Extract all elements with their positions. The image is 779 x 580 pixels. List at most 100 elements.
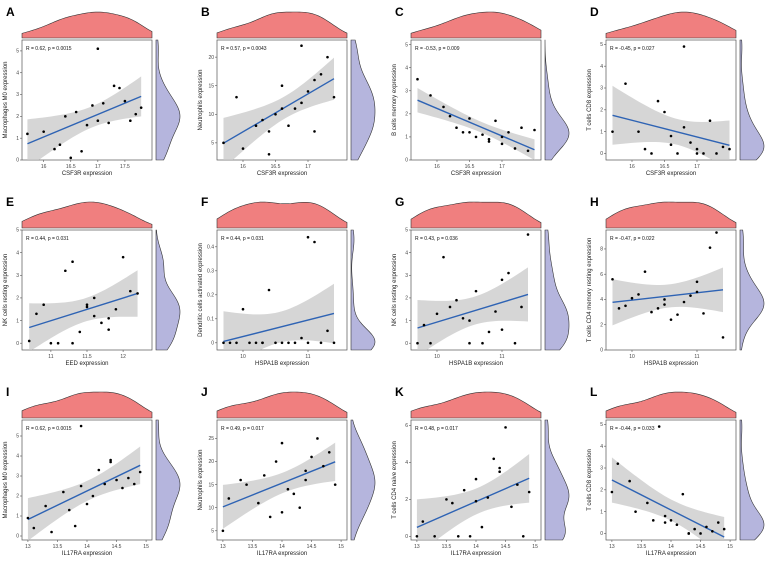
y-tick-label: 4 [405, 250, 408, 256]
data-point [705, 525, 708, 529]
panel-b: B R = 0.57, p = 0.0043 16 16.5 17 5 10 15 20 CSF3… [198, 5, 376, 177]
regression-line [417, 293, 529, 329]
data-point [85, 305, 89, 309]
data-point [316, 437, 319, 440]
data-point [422, 323, 426, 327]
y-tick-label: 15 [208, 482, 214, 488]
x-axis-label: IL17RA expression [62, 551, 112, 557]
data-point [69, 156, 73, 160]
data-point [293, 341, 297, 345]
right-density [544, 39, 570, 161]
y-tick-label: 6 [600, 272, 603, 278]
y-tick-label: 2 [16, 296, 19, 302]
x-tick-label: 14.5 [307, 544, 317, 550]
data-point [455, 298, 458, 302]
data-point [656, 99, 660, 103]
y-axis-label: T cells CD8 expression [587, 69, 593, 131]
top-density [21, 391, 153, 419]
y-tick-label: 5 [600, 42, 603, 48]
regression-line [417, 99, 535, 151]
panel-label: F [201, 195, 208, 209]
y-tick-label: 4 [600, 64, 603, 70]
data-point [222, 141, 225, 145]
data-point [136, 292, 139, 295]
top-density [216, 391, 348, 419]
stat-annotation: R = -0.44, p = 0.033 [610, 426, 655, 432]
x-tick-label: 14 [473, 544, 479, 550]
data-point [468, 117, 471, 120]
confidence-band [612, 85, 730, 160]
data-point [663, 298, 666, 301]
panel-g: G R = 0.43, p = 0.036 10 11 0 1 2 3 4 5 HSPA1B exp… [392, 195, 570, 367]
stat-annotation: R = 0.44, p = 0.031 [26, 236, 69, 242]
data-point [304, 478, 307, 482]
data-point [462, 488, 466, 492]
data-point [235, 341, 238, 345]
data-point [610, 490, 614, 494]
data-point [526, 233, 530, 236]
x-tick-label: 11.5 [82, 354, 92, 360]
y-tick-label: 20 [208, 55, 214, 61]
y-tick-label: 0.2 [207, 293, 214, 299]
y-axis-label: Dendritic cells activated expression [198, 243, 204, 337]
top-density [21, 11, 153, 39]
data-point [682, 45, 686, 48]
y-tick-label: 5 [211, 528, 214, 534]
data-point [448, 114, 452, 118]
data-point [26, 516, 30, 520]
x-tick-label: 16.5 [465, 164, 475, 170]
data-point [333, 483, 337, 486]
x-tick-label: 17 [499, 164, 505, 170]
x-tick-label: 11 [305, 354, 310, 360]
data-point [461, 131, 465, 134]
right-density [739, 229, 765, 351]
right-density [350, 419, 376, 541]
data-point [280, 441, 284, 445]
data-point [313, 130, 316, 133]
data-point [492, 457, 496, 461]
data-point [669, 519, 673, 522]
y-tick-label: 2 [405, 112, 408, 118]
top-density [21, 201, 153, 229]
data-point [64, 269, 67, 273]
data-point [73, 524, 77, 528]
data-point [494, 310, 497, 313]
data-point [79, 484, 83, 488]
data-point [669, 143, 673, 147]
stat-annotation: R = 0.48, p = 0.017 [415, 426, 458, 432]
data-point [455, 126, 458, 129]
panel-h: H R = -0.47, p = 0.022 10 11 0 2 4 6 8 HSPA1B exp… [587, 195, 765, 367]
data-point [708, 119, 712, 123]
data-point [643, 270, 647, 273]
x-axis-label: IL17RA expression [257, 551, 307, 557]
data-point [310, 455, 313, 459]
data-point [628, 479, 631, 483]
top-density [410, 391, 542, 419]
y-tick-label: 5 [405, 42, 408, 48]
x-tick-label: 13 [414, 544, 420, 550]
data-point [274, 341, 277, 345]
data-point [287, 341, 290, 345]
data-point [442, 105, 445, 109]
data-point [298, 506, 302, 509]
y-tick-label: 4 [16, 454, 19, 460]
data-point [650, 152, 653, 155]
data-point [715, 231, 718, 234]
data-point [650, 310, 653, 314]
data-point [235, 95, 238, 99]
data-point [49, 341, 53, 345]
x-tick-label: 13.5 [442, 544, 452, 550]
panel-label: J [201, 385, 208, 399]
data-point [97, 468, 101, 472]
x-tick-label: 15 [143, 544, 149, 550]
data-point [332, 95, 336, 99]
y-tick-label: 2 [600, 488, 603, 494]
x-tick-label: 16 [41, 164, 47, 170]
data-point [695, 147, 699, 151]
data-point [682, 300, 686, 304]
y-tick-label: 4 [16, 250, 19, 256]
y-tick-label: 1 [600, 509, 603, 515]
data-point [71, 260, 74, 264]
regression-line [222, 461, 336, 508]
data-point [112, 84, 116, 88]
